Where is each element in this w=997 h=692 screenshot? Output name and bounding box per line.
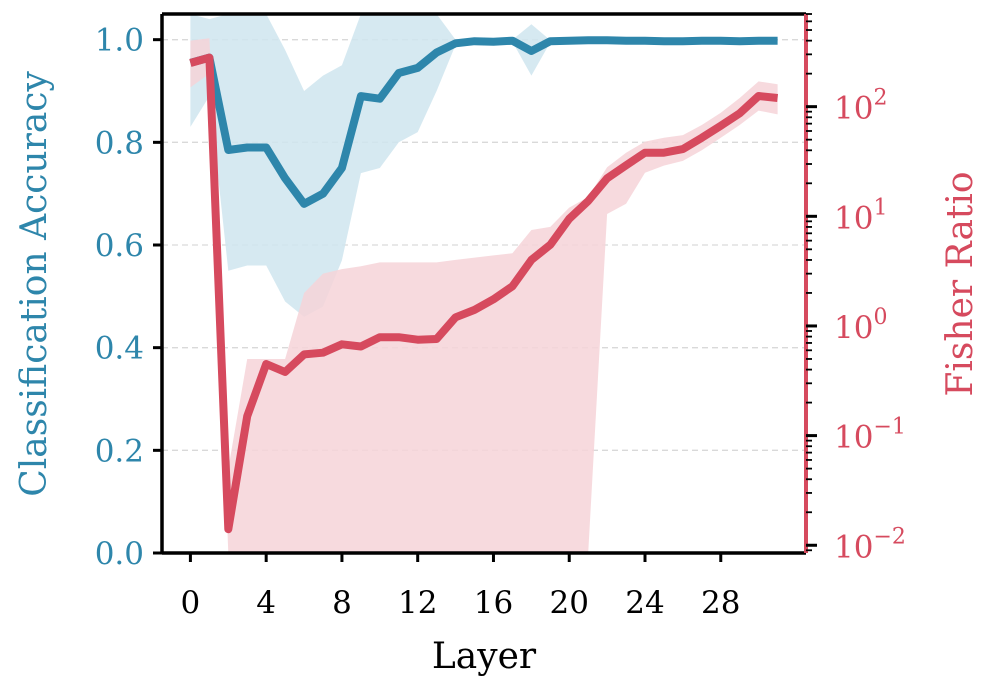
x-tick-label: 24 xyxy=(625,585,664,621)
x-tick-label: 8 xyxy=(332,585,352,621)
accuracy-band xyxy=(190,14,778,317)
x-tick-label: 20 xyxy=(550,585,589,621)
series-lines xyxy=(189,36,779,534)
x-tick-label: 0 xyxy=(181,585,201,621)
right-y-tick-label: 10−2 xyxy=(834,524,906,565)
left-y-tick-label: 0.6 xyxy=(95,228,144,264)
left-y-tick-label: 0.4 xyxy=(95,331,144,367)
left-y-axis-ticks: 0.0 0.2 0.4 0.6 0.8 1.0 xyxy=(95,23,162,572)
left-y-tick-label: 0.2 xyxy=(95,433,144,469)
x-tick-label: 12 xyxy=(398,585,437,621)
left-y-tick-label: 0.0 xyxy=(95,536,144,572)
left-y-tick-label: 0.8 xyxy=(95,125,144,161)
uncertainty-bands xyxy=(190,14,778,554)
x-tick-label: 16 xyxy=(474,585,513,621)
fisher-band xyxy=(190,38,778,554)
x-axis-ticks: 0 4 8 12 16 20 24 28 xyxy=(181,553,740,621)
right-y-axis-title: Fisher Ratio xyxy=(940,171,981,396)
right-y-axis-ticks: 10−2 10−1 100 101 102 xyxy=(806,13,906,565)
accuracy-line xyxy=(189,36,778,208)
right-y-tick-label: 101 xyxy=(834,195,887,236)
right-y-tick-label: 102 xyxy=(834,86,887,127)
left-y-axis-title: Classification Accuracy xyxy=(14,71,55,497)
right-y-tick-label: 100 xyxy=(834,305,887,346)
left-y-tick-label: 1.0 xyxy=(95,23,144,59)
fisher-ratio-line xyxy=(189,53,779,534)
right-y-tick-label: 10−1 xyxy=(834,415,906,456)
x-tick-label: 28 xyxy=(701,585,740,621)
x-axis-title: Layer xyxy=(432,636,537,677)
x-tick-label: 4 xyxy=(256,585,276,621)
